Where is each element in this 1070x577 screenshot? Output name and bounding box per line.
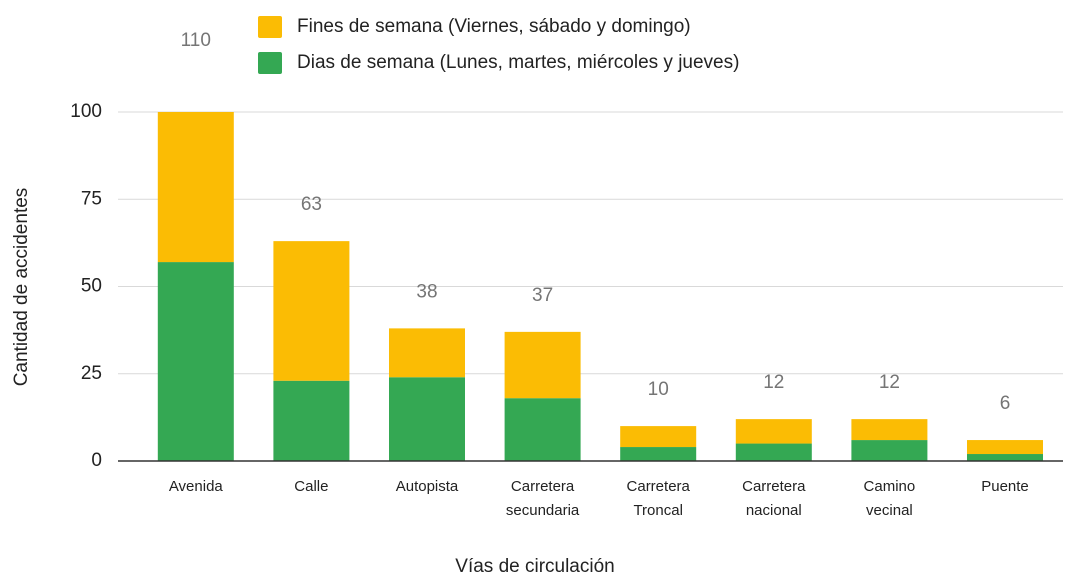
- x-tick-label: Carretera Troncal: [627, 478, 691, 519]
- bar-segment: [967, 440, 1043, 455]
- bar-segment: [735, 419, 812, 444]
- bar-segment: [389, 328, 465, 378]
- y-axis-title: Cantidad de accidentes: [11, 188, 32, 387]
- total-label: 38: [416, 281, 437, 302]
- bar-segment: [273, 241, 350, 381]
- bar-segment: [620, 447, 697, 461]
- total-label: 12: [763, 372, 784, 393]
- x-tick-label: Calle: [294, 478, 328, 495]
- bar-segment: [851, 419, 928, 441]
- total-label: 12: [879, 372, 900, 393]
- bar-segment: [851, 440, 928, 461]
- y-tick-label: 0: [91, 450, 102, 471]
- total-label: 6: [1000, 393, 1011, 414]
- x-tick-label: Avenida: [169, 478, 224, 495]
- legend-swatch: [258, 52, 282, 74]
- bar-segment: [620, 426, 697, 448]
- legend-swatch: [258, 16, 282, 38]
- total-label: 10: [648, 379, 669, 400]
- bar-segment: [967, 454, 1043, 461]
- bar-segment: [157, 112, 234, 263]
- y-tick-label: 100: [70, 101, 102, 122]
- legend-label: Fines de semana (Viernes, sábado y domin…: [297, 16, 691, 37]
- bar-segment: [504, 331, 581, 399]
- x-tick-label: Camino vecinal: [864, 478, 916, 519]
- total-label: 37: [532, 285, 553, 306]
- x-tick-label: Puente: [981, 478, 1029, 495]
- bar-segment: [735, 443, 812, 461]
- x-axis-title: Vías de circulación: [455, 556, 614, 577]
- y-tick-label: 75: [81, 188, 102, 209]
- bar-segment: [157, 262, 234, 461]
- x-tick-label: Carretera nacional: [742, 478, 806, 519]
- total-label: 110: [181, 30, 211, 51]
- y-tick-label: 25: [81, 363, 102, 384]
- bar-segment: [389, 377, 465, 461]
- bar-segment: [504, 398, 581, 461]
- bar-segment: [273, 380, 350, 461]
- total-label: 63: [301, 194, 322, 215]
- legend-label: Dias de semana (Lunes, martes, miércoles…: [297, 52, 739, 73]
- y-tick-label: 50: [81, 276, 102, 297]
- x-tick-label: Carretera secundaria: [506, 478, 580, 519]
- x-tick-label: Autopista: [396, 478, 459, 495]
- bars: [157, 112, 1043, 461]
